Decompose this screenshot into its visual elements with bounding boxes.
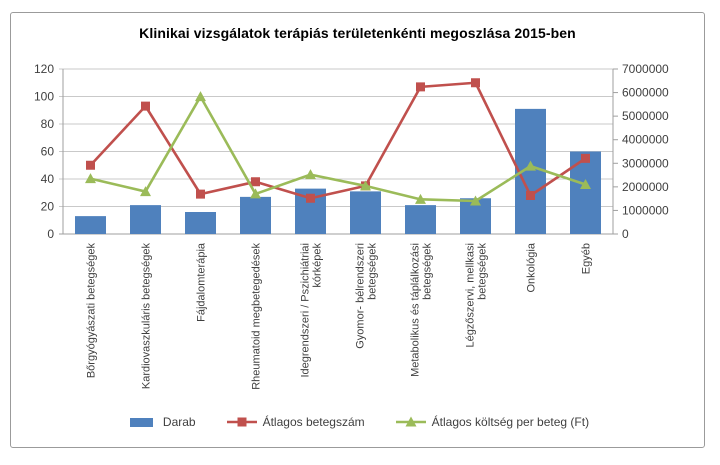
right-axis-tick-labels: 0 1000000 2000000 3000000 4000000 5000000 6000…	[622, 62, 669, 241]
triangle-marker	[140, 186, 151, 197]
square-marker	[306, 193, 315, 203]
bar	[185, 212, 216, 234]
line-series-koltseg	[85, 91, 591, 206]
category-label: betegségek	[367, 243, 379, 300]
legend-label: Átlagos költség per beteg (Ft)	[431, 415, 590, 429]
bar	[75, 216, 106, 234]
right-axis-tick-label: 6000000	[622, 86, 669, 100]
square-marker	[581, 153, 590, 163]
category-label: Idegrendszeri / Pszichiátriai	[300, 243, 312, 378]
triangle-marker	[85, 173, 96, 184]
right-axis-tick-label: 4000000	[622, 133, 669, 147]
bar	[405, 205, 436, 234]
triangle-marker	[580, 179, 591, 189]
bar	[570, 151, 601, 234]
chart-plot-area: 0 20 40 60 80 100 120 0 1000000 2000000 3000000 400…	[34, 62, 669, 390]
right-axis-tick-label: 0	[622, 227, 629, 241]
triangle-marker	[195, 91, 206, 102]
category-label: Onkológia	[526, 242, 538, 292]
category-label: Légzőszervi, mellkasi	[465, 243, 477, 348]
bar-series-darab	[75, 108, 601, 234]
triangle-marker	[360, 180, 371, 191]
line-series-betegszam	[86, 78, 590, 203]
square-marker	[251, 177, 260, 187]
category-label: Fájdalomterápia	[196, 242, 208, 322]
legend-item: Átlagos költség per beteg (Ft)	[395, 415, 589, 429]
left-axis-tick-labels: 0 20 40 60 80 100 120	[34, 62, 54, 241]
category-label: Kardiovaszkuláris betegségek	[141, 243, 153, 390]
bar	[350, 191, 381, 234]
left-axis-tick-label: 0	[47, 227, 54, 241]
square-marker	[196, 189, 205, 199]
category-label: Egyéb	[581, 243, 593, 274]
bar	[240, 196, 271, 234]
chart-frame: Klinikai vizsgálatok terápiás területenk…	[10, 12, 705, 448]
left-axis-tick-label: 60	[41, 145, 55, 159]
category-label: betegségek	[422, 243, 434, 300]
square-marker	[526, 191, 535, 200]
left-axis-tick-label: 20	[41, 200, 55, 214]
right-axis-tick-label: 1000000	[622, 203, 669, 217]
legend-green-line-triangle-icon	[395, 416, 426, 427]
right-axis-tick-label: 7000000	[622, 62, 669, 76]
triangle-marker	[470, 195, 481, 206]
square-marker	[471, 78, 480, 88]
bar	[130, 205, 161, 234]
legend-red-line-square-icon	[226, 417, 257, 427]
category-label: Gyomor- bélrendszeri	[355, 243, 367, 349]
left-axis-tick-label: 80	[41, 117, 55, 131]
legend-label: Darab	[162, 415, 196, 429]
chart-legend: Darab Átlagos betegszám Átlagos költség pe…	[11, 415, 704, 429]
triangle-marker	[305, 169, 316, 180]
category-label: Rheumatoid megbetegedések	[251, 243, 263, 390]
category-label: betegségek	[477, 243, 489, 300]
chart-title: Klinikai vizsgálatok terápiás területenk…	[139, 25, 576, 41]
left-axis-tick-label: 100	[34, 90, 54, 104]
legend-label: Átlagos betegszám	[262, 415, 365, 429]
triangle-marker	[525, 160, 536, 171]
triangle-marker	[250, 188, 261, 199]
category-label: kórképek	[312, 243, 324, 288]
right-axis-tick-label: 2000000	[622, 180, 669, 194]
legend-bar-swatch-icon	[129, 418, 153, 427]
category-label: Bőrgyógyászati betegségek	[86, 243, 98, 379]
right-axis-tick-label: 5000000	[622, 109, 669, 123]
right-axis-tick-label: 3000000	[622, 156, 669, 170]
x-axis-category-labels: Bőrgyógyászati betegségek Kardiovaszkulár…	[86, 242, 593, 390]
triangle-marker	[415, 193, 426, 204]
left-axis-tick-label: 40	[41, 172, 55, 186]
square-marker	[416, 82, 425, 92]
square-marker	[141, 101, 150, 111]
legend-item: Darab	[126, 415, 196, 429]
legend-item: Átlagos betegszám	[226, 415, 365, 429]
category-label: Metabolikus és táplálkozási	[410, 243, 422, 377]
square-marker	[86, 160, 95, 170]
left-axis-tick-label: 120	[34, 62, 54, 76]
